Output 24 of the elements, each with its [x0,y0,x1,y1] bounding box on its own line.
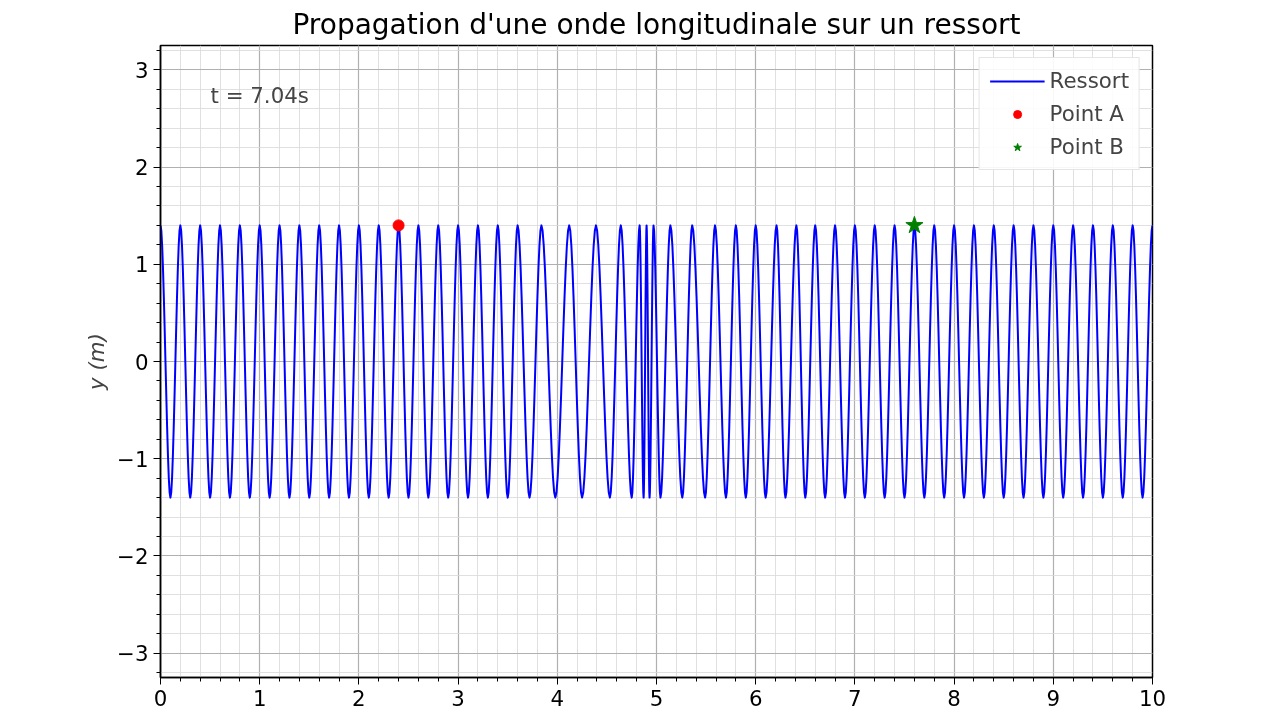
chart-title: Propagation d'une onde longitudinale sur un ressort [292,7,1021,41]
x-tick-label: 7 [848,685,862,711]
y-tick-label: −1 [117,446,149,472]
y-tick-label: 1 [134,252,149,278]
y-tick-label: 2 [134,155,149,181]
x-tick-label: 10 [1138,685,1167,711]
x-tick-label: 5 [649,685,664,711]
y-tick-label: −3 [117,641,149,667]
x-tick-label: 9 [1046,685,1061,711]
y-tick-label: 3 [134,57,149,83]
legend-label: Point A [1049,101,1124,126]
annotation: t = 7.04s [210,82,309,108]
legend-label: Point B [1049,134,1124,159]
x-tick-label: 3 [451,685,465,711]
x-tick-label: 4 [550,685,565,711]
y-tick-label: 0 [134,349,149,375]
legend-label: Ressort [1049,68,1129,93]
y-axis-title: y (m) [84,333,110,391]
x-tick-label: 1 [252,685,267,711]
x-tick-label: 8 [947,685,961,711]
x-tick-label: 0 [153,685,168,711]
y-tick-label: −2 [117,543,149,569]
x-tick-label: 6 [748,685,763,711]
x-tick-label: 2 [352,685,366,711]
